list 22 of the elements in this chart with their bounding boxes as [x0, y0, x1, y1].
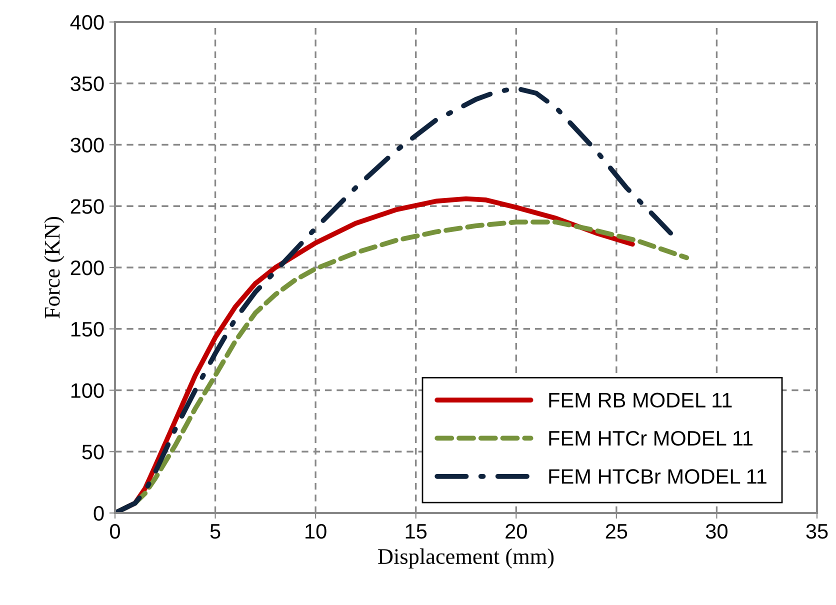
y-tick-label: 200 [70, 260, 104, 276]
y-tick-label: 100 [71, 383, 104, 398]
x-tick-label: 35 [806, 524, 828, 539]
legend-label: FEM HTCBr MODEL 11 [549, 469, 766, 484]
y-axis-title: Force (KN) [44, 216, 64, 318]
y-tick-label: 250 [70, 199, 104, 214]
y-tick-label: 50 [82, 444, 104, 460]
legend-label: FEM HTCr MODEL 11 [549, 430, 753, 446]
y-tick-label: 350 [70, 76, 104, 92]
x-tick-label: 30 [706, 524, 728, 539]
y-tick-label: 150 [71, 322, 104, 337]
x-tick-label: 20 [506, 524, 527, 539]
x-tick-label: 10 [306, 524, 326, 539]
y-tick-label: 0 [94, 506, 104, 521]
legend-label: FEM RB MODEL 11 [549, 392, 732, 408]
x-tick-label: 15 [406, 524, 427, 539]
x-axis-title: Displacement (mm) [378, 548, 554, 569]
y-tick-label: 400 [70, 15, 104, 30]
x-tick-label: 5 [210, 524, 220, 539]
x-tick-label: 25 [606, 524, 628, 539]
y-tick-label: 300 [70, 138, 104, 153]
x-tick-label: 0 [110, 524, 120, 539]
